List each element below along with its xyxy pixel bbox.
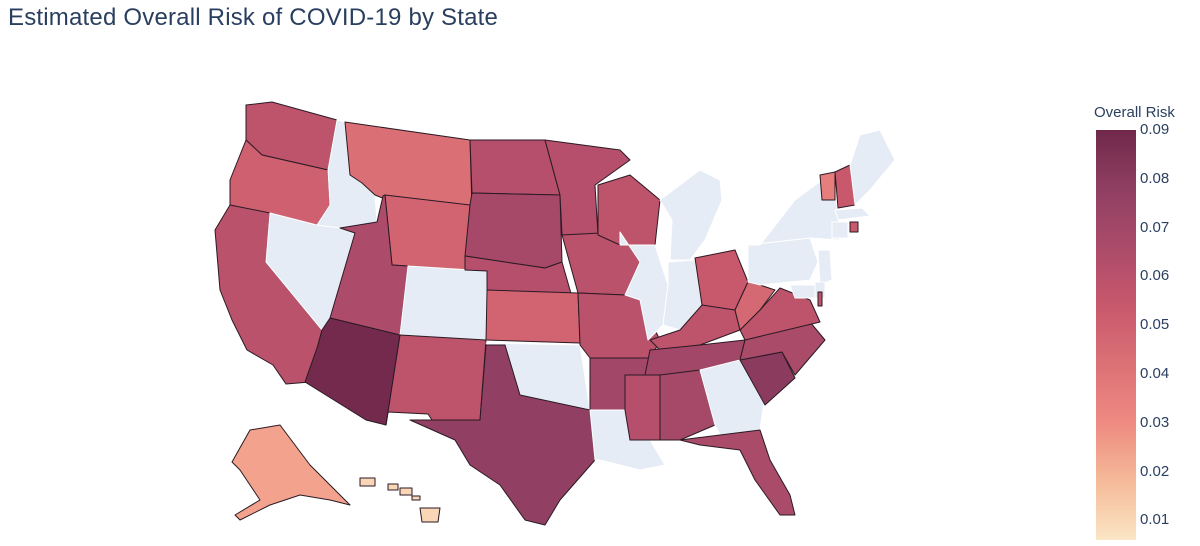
colorbar-gradient [1096, 130, 1136, 540]
state-ri[interactable] [849, 221, 859, 233]
state-fl[interactable] [679, 429, 796, 516]
state-al[interactable] [659, 369, 716, 441]
state-ks[interactable] [485, 289, 581, 344]
state-hi[interactable] [359, 477, 441, 523]
colorbar-tick-label: 0.09 [1140, 121, 1170, 138]
colorbar-tick-label: 0.04 [1140, 365, 1170, 383]
state-sd[interactable] [464, 192, 563, 269]
state-wi[interactable] [597, 174, 661, 246]
colorbar-tick-label: 0.02 [1140, 462, 1170, 480]
state-nj[interactable] [817, 249, 833, 286]
state-md[interactable] [789, 284, 816, 299]
state-ut[interactable] [329, 194, 409, 336]
state-ct[interactable] [831, 221, 849, 239]
state-me[interactable] [849, 129, 896, 206]
state-mi[interactable] [659, 169, 723, 261]
state-ak[interactable] [231, 424, 351, 521]
colorbar: Overall Risk 0.01 0.02 0.03 0.04 0.05 0.06 0.0… [1094, 104, 1194, 544]
colorbar-tick-label: 0.07 [1140, 218, 1170, 236]
state-dc[interactable] [817, 291, 823, 307]
map-title: Estimated Overall Risk of COVID-19 by St… [8, 4, 499, 31]
state-wy[interactable] [384, 194, 471, 271]
state-tx[interactable] [409, 344, 596, 526]
states-layer [214, 101, 896, 526]
colorbar-title: Overall Risk [1094, 104, 1175, 121]
colorbar-tick-label: 0.08 [1140, 169, 1170, 187]
state-nm[interactable] [385, 334, 487, 426]
state-ma[interactable] [834, 207, 871, 221]
state-ms[interactable] [624, 374, 666, 441]
colorbar-tick-label: 0.03 [1140, 413, 1170, 431]
state-co[interactable] [399, 265, 488, 341]
state-il[interactable] [619, 231, 669, 341]
state-mn[interactable] [544, 139, 631, 236]
colorbar-tick-label: 0.05 [1140, 316, 1170, 334]
colorbar-tick-label: 0.01 [1140, 511, 1170, 529]
state-vt[interactable] [819, 171, 836, 201]
state-nd[interactable] [469, 139, 561, 196]
colorbar-tick-label: 0.06 [1140, 267, 1170, 285]
